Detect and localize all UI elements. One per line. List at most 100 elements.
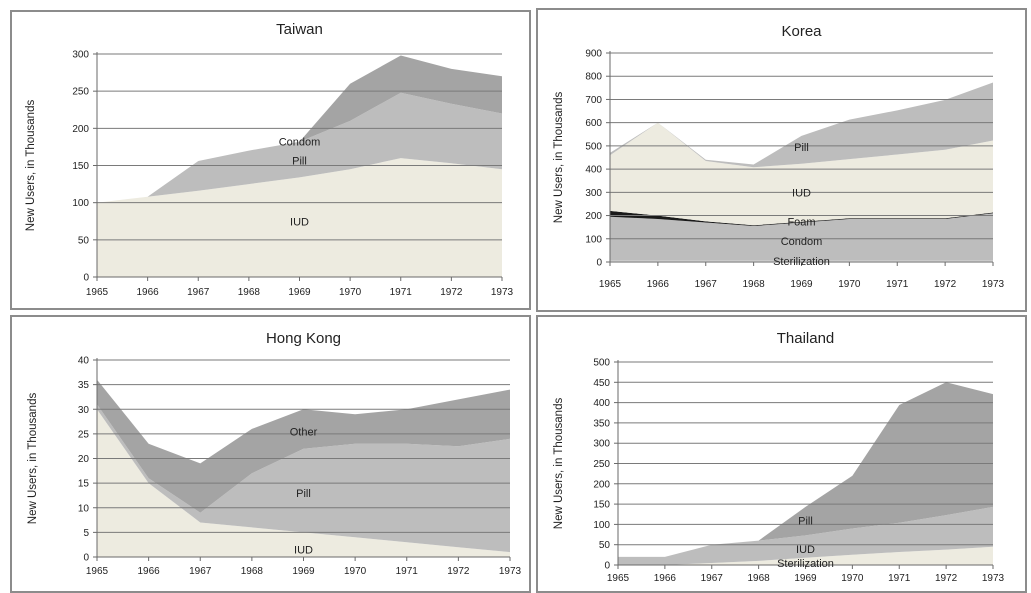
x-tick-label: 1972 bbox=[447, 566, 470, 577]
x-tick-label: 1972 bbox=[440, 287, 463, 298]
y-tick-label: 400 bbox=[593, 398, 610, 409]
x-tick-label: 1972 bbox=[934, 279, 957, 290]
area-series-iud bbox=[97, 409, 510, 557]
area-label-iud: IUD bbox=[792, 187, 811, 199]
y-axis-label: New Users, in Thousands bbox=[553, 398, 565, 530]
x-tick-label: 1967 bbox=[187, 287, 210, 298]
x-tick-label: 1966 bbox=[647, 279, 670, 290]
y-tick-label: 300 bbox=[585, 188, 602, 199]
x-tick-label: 1966 bbox=[138, 566, 161, 577]
y-tick-label: 0 bbox=[83, 273, 89, 284]
x-tick-label: 1966 bbox=[137, 287, 160, 298]
x-tick-label: 1969 bbox=[288, 287, 311, 298]
y-axis-label: New Users, in Thousands bbox=[27, 393, 39, 525]
x-tick-label: 1973 bbox=[499, 566, 522, 577]
area-series-condom bbox=[97, 55, 502, 203]
y-tick-label: 30 bbox=[78, 405, 90, 416]
x-tick-label: 1970 bbox=[841, 573, 864, 584]
area-series-pill bbox=[97, 404, 510, 553]
area-series-other bbox=[97, 379, 510, 513]
y-tick-label: 200 bbox=[585, 211, 602, 222]
area-label-iud: IUD bbox=[294, 545, 313, 557]
chart-panel-korea: Korea New Users, in Thousands 0 100 200 300 40… bbox=[536, 8, 1027, 312]
y-tick-label: 700 bbox=[585, 95, 602, 106]
x-tick-label: 1971 bbox=[886, 279, 909, 290]
y-tick-label: 200 bbox=[593, 479, 610, 490]
x-tick-label: 1973 bbox=[491, 287, 514, 298]
x-tick-label: 1968 bbox=[748, 573, 771, 584]
x-tick-label: 1971 bbox=[396, 566, 419, 577]
y-tick-label: 900 bbox=[585, 49, 602, 60]
x-tick-label: 1970 bbox=[339, 287, 362, 298]
y-tick-label: 100 bbox=[72, 198, 89, 209]
area-series-iud bbox=[97, 158, 502, 277]
x-tick-label: 1968 bbox=[743, 279, 766, 290]
x-tick-label: 1969 bbox=[790, 279, 813, 290]
y-tick-label: 500 bbox=[593, 358, 610, 369]
x-tick-label: 1967 bbox=[189, 566, 212, 577]
area-label-sterilization: Sterilization bbox=[777, 558, 834, 570]
area-label-condom: Condom bbox=[781, 236, 823, 248]
y-axis-label: New Users, in Thousands bbox=[25, 100, 37, 232]
area-series-sterilization bbox=[618, 546, 993, 565]
chart-panel-hong-kong: Hong Kong New Users, in Thousands 0 5 10 15 20… bbox=[10, 315, 531, 593]
area-series-iud bbox=[618, 506, 993, 565]
y-tick-label: 300 bbox=[593, 439, 610, 450]
x-tick-label: 1965 bbox=[86, 566, 109, 577]
area-label-foam: Foam bbox=[787, 216, 815, 228]
chart-title: Korea bbox=[781, 23, 822, 40]
x-tick-label: 1968 bbox=[238, 287, 261, 298]
x-tick-label: 1973 bbox=[982, 573, 1005, 584]
area-label-iud: IUD bbox=[290, 216, 309, 228]
x-tick-label: 1965 bbox=[86, 287, 109, 298]
x-tick-label: 1965 bbox=[607, 573, 630, 584]
area-label-iud: IUD bbox=[796, 544, 815, 556]
y-tick-label: 350 bbox=[593, 418, 610, 429]
y-tick-label: 50 bbox=[599, 540, 611, 551]
x-tick-label: 1972 bbox=[935, 573, 958, 584]
chart-svg: Hong Kong New Users, in Thousands 0 5 10 15 20… bbox=[27, 330, 522, 577]
x-tick-label: 1973 bbox=[982, 279, 1005, 290]
y-tick-label: 0 bbox=[83, 553, 89, 564]
y-tick-label: 20 bbox=[78, 454, 90, 465]
y-tick-label: 0 bbox=[596, 258, 602, 269]
y-tick-label: 5 bbox=[83, 528, 89, 539]
y-tick-label: 25 bbox=[78, 429, 90, 440]
area-series-condom bbox=[610, 213, 993, 261]
chart-panel-thailand: Thailand New Users, in Thousands 0 50 100 150… bbox=[536, 315, 1027, 593]
y-tick-label: 10 bbox=[78, 503, 90, 514]
x-tick-label: 1966 bbox=[654, 573, 677, 584]
y-axis-label: New Users, in Thousands bbox=[553, 92, 565, 224]
chart-title: Taiwan bbox=[276, 21, 323, 38]
chart-title: Thailand bbox=[777, 330, 835, 347]
x-tick-label: 1965 bbox=[599, 279, 622, 290]
x-tick-label: 1969 bbox=[794, 573, 817, 584]
chart-title: Hong Kong bbox=[266, 330, 341, 347]
x-tick-label: 1967 bbox=[695, 279, 718, 290]
y-tick-label: 50 bbox=[78, 235, 90, 246]
x-tick-label: 1968 bbox=[241, 566, 264, 577]
y-tick-label: 100 bbox=[593, 520, 610, 531]
area-series-foam bbox=[610, 210, 993, 226]
y-tick-label: 15 bbox=[78, 479, 90, 490]
chart-panel-taiwan: Taiwan New Users, in Thousands 0 50 100 150 20… bbox=[10, 10, 531, 310]
y-tick-label: 40 bbox=[78, 356, 90, 367]
area-label-sterilization: Sterilization bbox=[773, 256, 830, 268]
y-tick-label: 100 bbox=[585, 234, 602, 245]
area-series-iud bbox=[610, 122, 993, 226]
y-tick-label: 250 bbox=[72, 87, 89, 98]
y-tick-label: 500 bbox=[585, 141, 602, 152]
area-label-pill: Pill bbox=[296, 488, 311, 500]
y-tick-label: 0 bbox=[604, 561, 610, 572]
x-tick-label: 1971 bbox=[888, 573, 911, 584]
area-series-pill bbox=[97, 92, 502, 203]
x-tick-label: 1967 bbox=[701, 573, 724, 584]
y-tick-label: 400 bbox=[585, 165, 602, 176]
y-tick-label: 600 bbox=[585, 118, 602, 129]
y-tick-label: 450 bbox=[593, 378, 610, 389]
y-tick-label: 200 bbox=[72, 124, 89, 135]
chart-svg: Taiwan New Users, in Thousands 0 50 100 150 20… bbox=[25, 21, 514, 298]
area-label-pill: Pill bbox=[292, 155, 307, 167]
area-label-condom: Condom bbox=[279, 137, 321, 149]
x-tick-label: 1970 bbox=[838, 279, 861, 290]
